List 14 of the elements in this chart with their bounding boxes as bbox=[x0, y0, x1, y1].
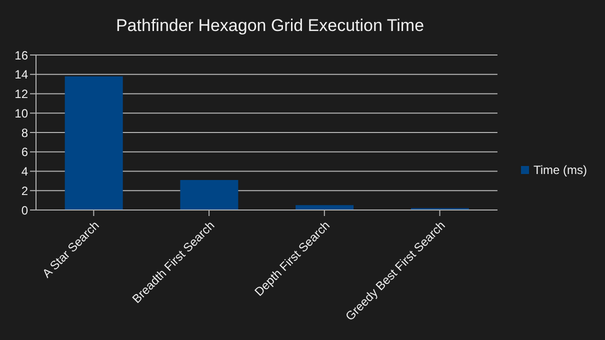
y-tick-label: 0 bbox=[21, 203, 28, 218]
y-tick-label: 12 bbox=[14, 87, 28, 102]
y-tick-label: 10 bbox=[14, 106, 28, 120]
legend-label: Time (ms) bbox=[533, 163, 587, 177]
y-tick-label: 6 bbox=[21, 145, 28, 160]
bar bbox=[64, 76, 123, 210]
y-tick-label: 14 bbox=[14, 68, 28, 82]
y-tick-label: 4 bbox=[21, 164, 28, 179]
y-tick-label: 2 bbox=[21, 184, 28, 198]
chart-title: Pathfinder Hexagon Grid Execution Time bbox=[114, 16, 426, 36]
bar bbox=[296, 205, 354, 210]
y-tick-label: 8 bbox=[21, 126, 28, 140]
bar bbox=[180, 180, 238, 210]
y-tick-label: 16 bbox=[14, 48, 28, 62]
